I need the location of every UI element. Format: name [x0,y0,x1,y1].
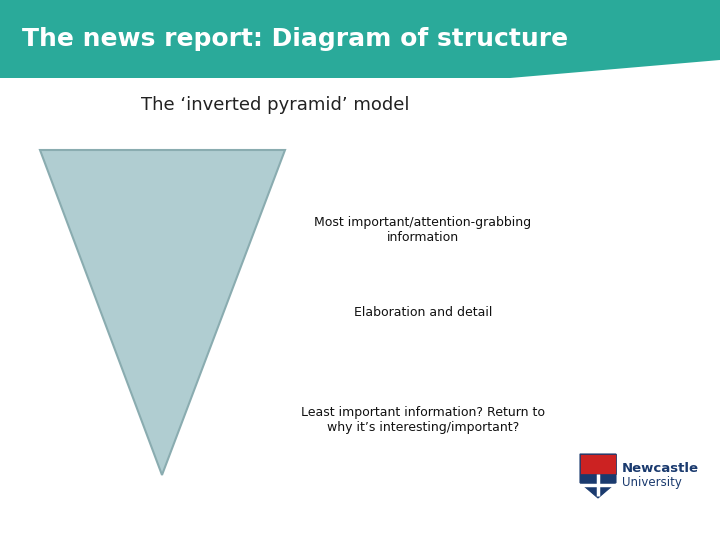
Text: The ‘inverted pyramid’ model: The ‘inverted pyramid’ model [140,96,409,114]
Text: Elaboration and detail: Elaboration and detail [354,306,492,319]
Polygon shape [0,0,720,78]
Polygon shape [510,60,720,78]
Text: Newcastle: Newcastle [622,462,699,475]
Text: The news report: Diagram of structure: The news report: Diagram of structure [22,27,568,51]
Polygon shape [580,454,616,474]
Text: University: University [622,476,682,489]
Text: Least important information? Return to
why it’s interesting/important?: Least important information? Return to w… [301,406,545,434]
Polygon shape [40,150,285,475]
Polygon shape [580,454,616,498]
Text: Most important/attention-grabbing
information: Most important/attention-grabbing inform… [315,216,531,244]
